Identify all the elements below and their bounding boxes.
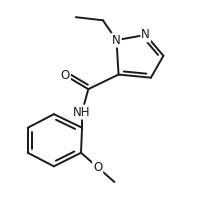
Text: NH: NH: [73, 106, 91, 119]
Text: O: O: [93, 161, 102, 174]
Text: N: N: [141, 28, 150, 41]
Text: O: O: [61, 69, 70, 82]
Text: N: N: [112, 34, 121, 47]
